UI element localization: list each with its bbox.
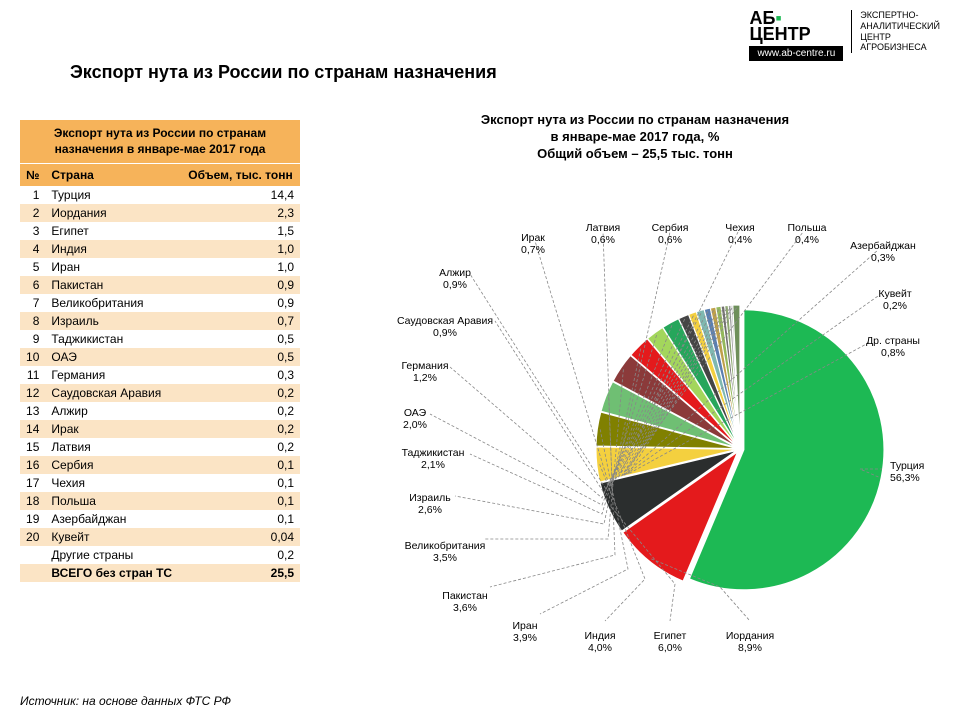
col-country: Страна: [45, 164, 181, 187]
pie-chart: Экспорт нута из России по странам назнач…: [330, 112, 940, 652]
slice-label: Саудовская Аравия0,9%: [397, 315, 493, 339]
slice-label: Латвия0,6%: [586, 222, 620, 246]
slice-label: Израиль2,6%: [409, 492, 451, 516]
col-volume: Объем, тыс. тонн: [181, 164, 300, 187]
slice-label: Иран3,9%: [512, 620, 537, 644]
slice-label: Сербия0,6%: [652, 222, 689, 246]
table-row: 18Польша0,1: [20, 492, 300, 510]
table-row: 13Алжир0,2: [20, 402, 300, 420]
table-row: 7Великобритания0,9: [20, 294, 300, 312]
slice-label: Пакистан3,6%: [442, 590, 488, 614]
slice-label: Чехия0,4%: [725, 222, 754, 246]
leader-line: [490, 397, 615, 587]
slice-label: Турция56,3%: [890, 460, 924, 484]
table-row: 8Израиль0,7: [20, 312, 300, 330]
col-num: №: [20, 164, 45, 187]
slice-label: Индия4,0%: [584, 630, 615, 654]
slice-label: Др. страны0,8%: [866, 335, 920, 359]
table-row: 17Чехия0,1: [20, 474, 300, 492]
slice-label: ОАЭ2,0%: [403, 407, 427, 431]
table-row: 3Египет1,5: [20, 222, 300, 240]
footnote: Источник: на основе данных ФТС РФ: [20, 694, 231, 708]
table-row: 10ОАЭ0,5: [20, 348, 300, 366]
slice-label: Кувейт0,2%: [878, 288, 912, 312]
data-table: Экспорт нута из России по странам назнач…: [20, 120, 300, 582]
table-title: Экспорт нута из России по странам назнач…: [20, 120, 300, 163]
table-row: 6Пакистан0,9: [20, 276, 300, 294]
slice-label: Таджикистан2,1%: [402, 447, 465, 471]
table-row: 19Азербайджан0,1: [20, 510, 300, 528]
chart-title: Экспорт нута из России по странам назнач…: [330, 112, 940, 163]
logo-block: АБ▪ ЦЕНТР www.ab-centre.ru ЭКСПЕРТНО-АНА…: [749, 10, 940, 61]
table-row: 16Сербия0,1: [20, 456, 300, 474]
table-row-total: ВСЕГО без стран ТС25,5: [20, 564, 300, 582]
slice-label: Азербайджан0,3%: [850, 240, 916, 264]
slice-label: Алжир0,9%: [439, 267, 471, 291]
logo-tagline: ЭКСПЕРТНО-АНАЛИТИЧЕСКИЙЦЕНТРАГРОБИЗНЕСА: [851, 10, 940, 53]
slice-label: Иордания8,9%: [726, 630, 774, 654]
table-row: 12Саудовская Аравия0,2: [20, 384, 300, 402]
slice-label: Германия1,2%: [401, 360, 448, 384]
slice-label: Польша0,4%: [787, 222, 826, 246]
slice-label: Египет6,0%: [654, 630, 687, 654]
slice-label: Великобритания3,5%: [405, 540, 486, 564]
table-row: 5Иран1,0: [20, 258, 300, 276]
table-row: 20Кувейт0,04: [20, 528, 300, 546]
logo-url[interactable]: www.ab-centre.ru: [749, 46, 843, 61]
table-row: 4Индия1,0: [20, 240, 300, 258]
table-row: 15Латвия0,2: [20, 438, 300, 456]
table-row: 1Турция14,4: [20, 186, 300, 204]
table-row: 14Ирак0,2: [20, 420, 300, 438]
pie-svg: Турция56,3% Иордания8,9% Египет6,0% Индия4,…: [330, 169, 940, 669]
slice-label: Ирак0,7%: [521, 232, 545, 256]
table-row: 11Германия0,3: [20, 366, 300, 384]
table-row: 9Таджикистан0,5: [20, 330, 300, 348]
logo-mark: АБ▪ ЦЕНТР: [749, 10, 843, 42]
page-title: Экспорт нута из России по странам назнач…: [70, 62, 497, 83]
table-row-other: Другие страны0,2: [20, 546, 300, 564]
table-row: 2Иордания2,3: [20, 204, 300, 222]
